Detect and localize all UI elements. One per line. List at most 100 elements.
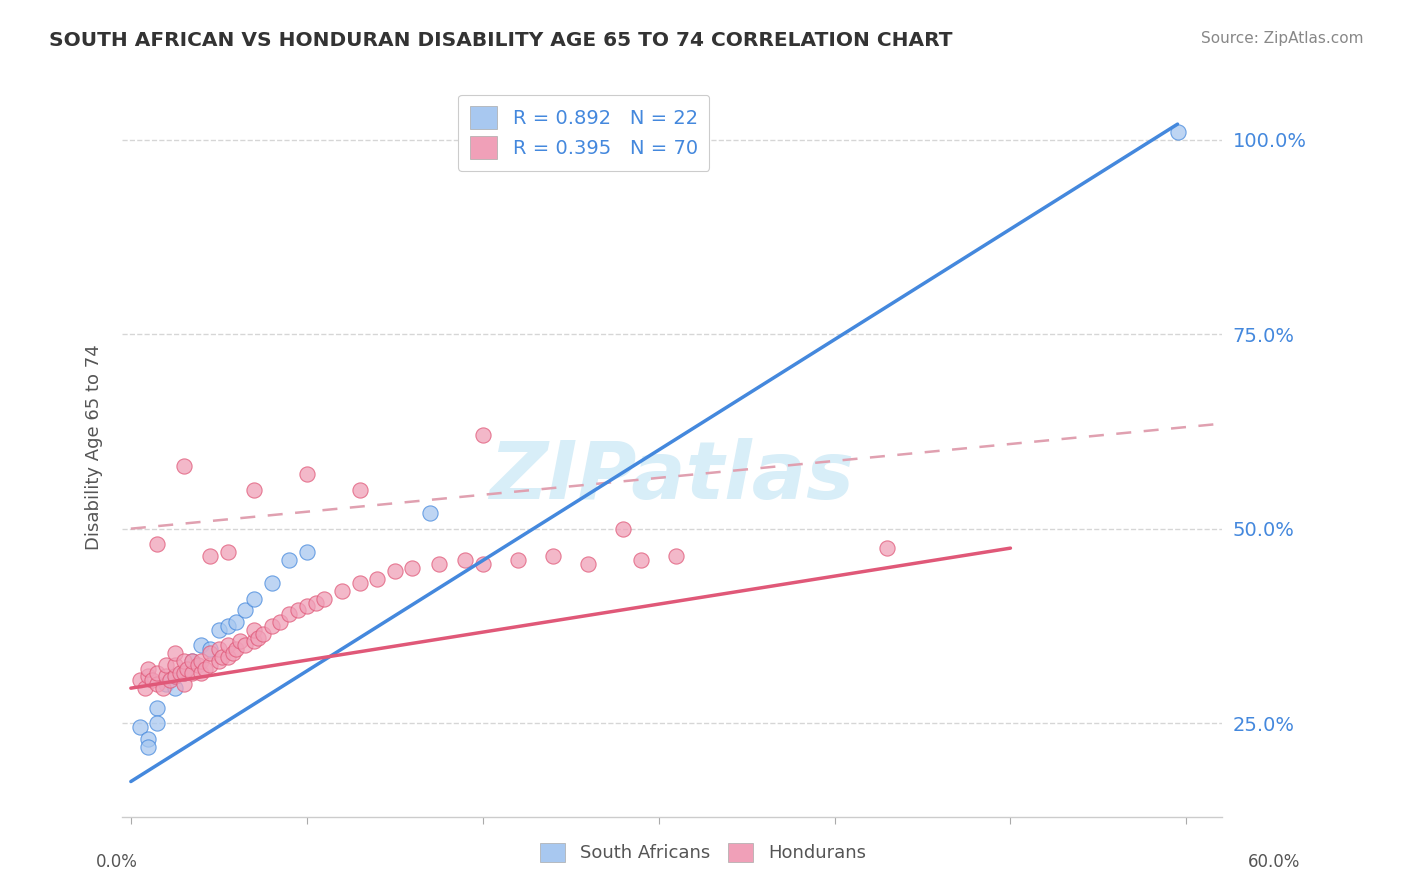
Point — [190, 654, 212, 668]
Point — [314, 591, 336, 606]
Point — [225, 642, 247, 657]
Point — [217, 650, 239, 665]
Point — [217, 639, 239, 653]
Point — [128, 673, 150, 688]
Point — [876, 541, 898, 555]
Point — [138, 731, 160, 746]
Point — [295, 545, 318, 559]
Point — [138, 669, 160, 683]
Point — [454, 553, 477, 567]
Point — [349, 576, 371, 591]
Point — [181, 665, 204, 680]
Point — [269, 615, 291, 629]
Text: Source: ZipAtlas.com: Source: ZipAtlas.com — [1201, 31, 1364, 46]
Text: SOUTH AFRICAN VS HONDURAN DISABILITY AGE 65 TO 74 CORRELATION CHART: SOUTH AFRICAN VS HONDURAN DISABILITY AGE… — [49, 31, 953, 50]
Point — [665, 549, 688, 563]
Y-axis label: Disability Age 65 to 74: Disability Age 65 to 74 — [86, 344, 103, 549]
Legend: R = 0.892   N = 22, R = 0.395   N = 70: R = 0.892 N = 22, R = 0.395 N = 70 — [458, 95, 710, 170]
Point — [194, 662, 217, 676]
Point — [128, 720, 150, 734]
Point — [1167, 125, 1189, 139]
Point — [229, 634, 252, 648]
Point — [138, 739, 160, 754]
Point — [173, 677, 195, 691]
Point — [146, 665, 169, 680]
Point — [295, 599, 318, 614]
Point — [176, 662, 198, 676]
Point — [243, 623, 266, 637]
Point — [243, 483, 266, 497]
Point — [225, 615, 247, 629]
Point — [576, 557, 599, 571]
Point — [304, 596, 326, 610]
Point — [401, 560, 423, 574]
Point — [181, 654, 204, 668]
Point — [163, 681, 186, 695]
Point — [163, 669, 186, 683]
Text: ZIPatlas: ZIPatlas — [489, 438, 855, 516]
Point — [630, 553, 652, 567]
Point — [198, 646, 221, 660]
Point — [198, 642, 221, 657]
Point — [146, 677, 169, 691]
Point — [187, 657, 209, 672]
Point — [190, 665, 212, 680]
Point — [471, 557, 494, 571]
Point — [222, 646, 245, 660]
Point — [427, 557, 450, 571]
Point — [146, 537, 169, 551]
Point — [190, 639, 212, 653]
Point — [155, 657, 177, 672]
Point — [260, 576, 283, 591]
Point — [233, 603, 256, 617]
Point — [243, 591, 266, 606]
Point — [173, 665, 195, 680]
Point — [295, 467, 318, 482]
Point — [173, 654, 195, 668]
Text: 60.0%: 60.0% — [1249, 853, 1301, 871]
Point — [211, 650, 233, 665]
Point — [173, 665, 195, 680]
Point — [278, 553, 301, 567]
Point — [169, 665, 191, 680]
Point — [163, 657, 186, 672]
Point — [366, 572, 388, 586]
Point — [612, 522, 634, 536]
Point — [287, 603, 309, 617]
Point — [541, 549, 564, 563]
Point — [278, 607, 301, 622]
Point — [233, 639, 256, 653]
Point — [260, 619, 283, 633]
Point — [159, 673, 181, 688]
Point — [330, 583, 353, 598]
Point — [163, 669, 186, 683]
Point — [208, 654, 231, 668]
Point — [349, 483, 371, 497]
Point — [138, 662, 160, 676]
Point — [217, 619, 239, 633]
Point — [141, 673, 163, 688]
Text: 0.0%: 0.0% — [96, 853, 138, 871]
Point — [471, 428, 494, 442]
Point — [155, 677, 177, 691]
Point — [252, 626, 274, 640]
Point — [181, 654, 204, 668]
Point — [246, 631, 269, 645]
Point — [146, 716, 169, 731]
Point — [173, 459, 195, 474]
Point — [419, 506, 441, 520]
Point — [134, 681, 156, 695]
Point — [152, 681, 174, 695]
Point — [384, 565, 406, 579]
Point — [146, 700, 169, 714]
Point — [155, 669, 177, 683]
Point — [208, 642, 231, 657]
Point — [243, 634, 266, 648]
Point — [198, 657, 221, 672]
Point — [506, 553, 529, 567]
Point — [208, 623, 231, 637]
Point — [163, 646, 186, 660]
Point — [217, 545, 239, 559]
Point — [198, 549, 221, 563]
Legend: South Africans, Hondurans: South Africans, Hondurans — [533, 836, 873, 870]
